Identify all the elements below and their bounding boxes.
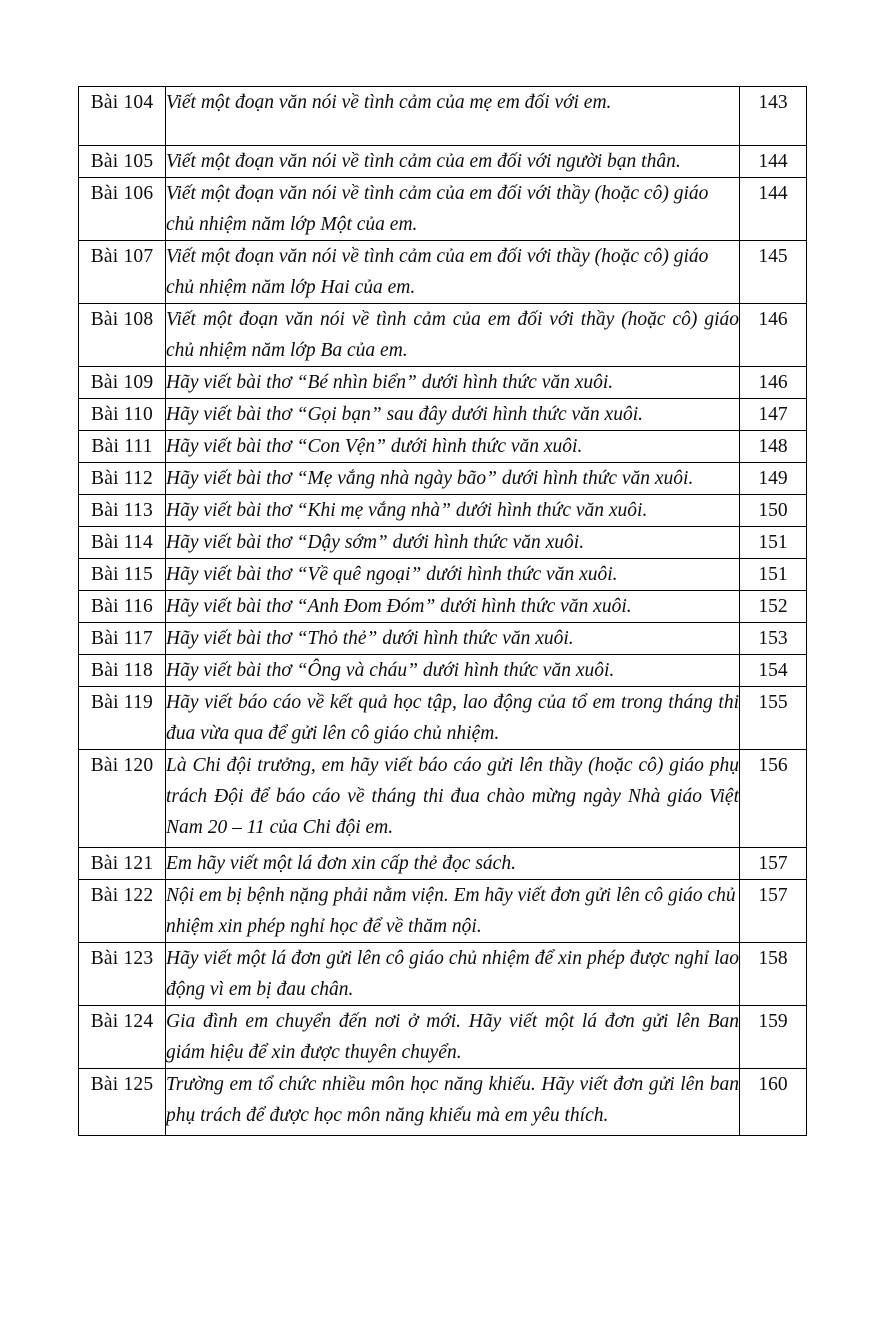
table-body: Bài 104 Viết một đoạn văn nói về tình cảm… — [78, 86, 807, 1136]
page-number-cell: 157 — [739, 879, 807, 943]
exercise-description-cell: Hãy viết bài thơ “Bé nhìn biển” dưới hìn… — [165, 366, 740, 399]
page-number-cell: 148 — [739, 430, 807, 463]
table-row: Bài 117 Hãy viết bài thơ “Thỏ thẻ” dưới h… — [78, 622, 807, 655]
table-row: Bài 116 Hãy viết bài thơ “Anh Đom Đóm” dư… — [78, 590, 807, 623]
exercise-description-cell: Hãy viết bài thơ “Dậy sớm” dưới hình thứ… — [165, 526, 740, 559]
table-row: Bài 125 Trường em tổ chức nhiều môn học n… — [78, 1068, 807, 1136]
page-number-cell: 156 — [739, 749, 807, 848]
page-number-cell: 154 — [739, 654, 807, 687]
exercise-description-cell: Viết một đoạn văn nói về tình cảm của em… — [165, 177, 740, 241]
exercise-description-cell: Là Chi đội trưởng, em hãy viết báo cáo g… — [165, 749, 740, 848]
table-row: Bài 104 Viết một đoạn văn nói về tình cảm… — [78, 86, 807, 146]
exercise-description-cell: Hãy viết bài thơ “Khi mẹ vắng nhà” dưới … — [165, 494, 740, 527]
page-number-cell: 145 — [739, 240, 807, 304]
table-row: Bài 122 Nội em bị bệnh nặng phải nằm viện… — [78, 879, 807, 943]
table-row: Bài 108 Viết một đoạn văn nói về tình cả… — [78, 303, 807, 367]
page-number-cell: 144 — [739, 177, 807, 241]
exercise-id-cell: Bài 120 — [78, 749, 166, 848]
table-row: Bài 109 Hãy viết bài thơ “Bé nhìn biển” d… — [78, 366, 807, 399]
table-row: Bài 119 Hãy viết báo cáo về kết quả học t… — [78, 686, 807, 750]
exercise-description-cell: Viết một đoạn văn nói về tình cảm của mẹ… — [165, 86, 740, 146]
page-number-cell: 152 — [739, 590, 807, 623]
exercise-id-cell: Bài 107 — [78, 240, 166, 304]
exercise-id-cell: Bài 121 — [78, 847, 166, 880]
table-row: Bài 124 Gia đình em chuyển đến nơi ở mới.… — [78, 1005, 807, 1069]
exercise-id-cell: Bài 124 — [78, 1005, 166, 1069]
exercise-id-cell: Bài 117 — [78, 622, 166, 655]
page-number-cell: 144 — [739, 145, 807, 178]
exercise-id-cell: Bài 108 — [78, 303, 166, 367]
exercise-id-cell: Bài 125 — [78, 1068, 166, 1136]
exercise-id-cell: Bài 110 — [78, 398, 166, 431]
page-number-cell: 149 — [739, 462, 807, 495]
exercise-description-cell: Hãy viết báo cáo về kết quả học tập, lao… — [165, 686, 740, 750]
page-number-cell: 151 — [739, 526, 807, 559]
exercise-description-cell: Hãy viết bài thơ “Gọi bạn” sau đây dưới … — [165, 398, 740, 431]
table-row: Bài 110 Hãy viết bài thơ “Gọi bạn” sau đâ… — [78, 398, 807, 431]
exercise-description-cell: Nội em bị bệnh nặng phải nằm viện. Em hã… — [165, 879, 740, 943]
table-row: Bài 111 Hãy viết bài thơ “Con Vện” dưới h… — [78, 430, 807, 463]
exercise-description-cell: Viết một đoạn văn nói về tình cảm của em… — [165, 303, 740, 367]
exercise-description-cell: Viết một đoạn văn nói về tình cảm của em… — [165, 145, 740, 178]
exercise-description-cell: Em hãy viết một lá đơn xin cấp thẻ đọc s… — [165, 847, 740, 880]
exercise-id-cell: Bài 109 — [78, 366, 166, 399]
page-number-cell: 160 — [739, 1068, 807, 1136]
table-row: Bài 106 Viết một đoạn văn nói về tình cảm… — [78, 177, 807, 241]
page-number-cell: 155 — [739, 686, 807, 750]
table-row: Bài 114 Hãy viết bài thơ “Dậy sớm” dưới h… — [78, 526, 807, 559]
exercise-id-cell: Bài 104 — [78, 86, 166, 146]
exercise-id-cell: Bài 118 — [78, 654, 166, 687]
exercise-id-cell: Bài 113 — [78, 494, 166, 527]
exercise-description-cell: Trường em tổ chức nhiều môn học năng khi… — [165, 1068, 740, 1136]
page-number-cell: 158 — [739, 942, 807, 1006]
table-row: Bài 121 Em hãy viết một lá đơn xin cấp th… — [78, 847, 807, 880]
exercise-id-cell: Bài 105 — [78, 145, 166, 178]
table-row: Bài 107 Viết một đoạn văn nói về tình cảm… — [78, 240, 807, 304]
page-number-cell: 143 — [739, 86, 807, 146]
table-row: Bài 120 Là Chi đội trưởng, em hãy viết bá… — [78, 749, 807, 848]
table-row: Bài 118 Hãy viết bài thơ “Ông và cháu” dư… — [78, 654, 807, 687]
exercise-description-cell: Hãy viết bài thơ “Về quê ngoại” dưới hìn… — [165, 558, 740, 591]
table-row: Bài 123 Hãy viết một lá đơn gửi lên cô gi… — [78, 942, 807, 1006]
exercise-description-cell: Hãy viết bài thơ “Con Vện” dưới hình thứ… — [165, 430, 740, 463]
exercise-id-cell: Bài 111 — [78, 430, 166, 463]
page-number-cell: 153 — [739, 622, 807, 655]
page-number-cell: 150 — [739, 494, 807, 527]
exercise-description-cell: Hãy viết bài thơ “Thỏ thẻ” dưới hình thứ… — [165, 622, 740, 655]
exercise-id-cell: Bài 112 — [78, 462, 166, 495]
table-row: Bài 113 Hãy viết bài thơ “Khi mẹ vắng nhà… — [78, 494, 807, 527]
exercise-id-cell: Bài 122 — [78, 879, 166, 943]
exercise-description-cell: Hãy viết bài thơ “Anh Đom Đóm” dưới hình… — [165, 590, 740, 623]
exercise-description-cell: Hãy viết bài thơ “Mẹ vắng nhà ngày bão” … — [165, 462, 740, 495]
table-row: Bài 105 Viết một đoạn văn nói về tình cảm… — [78, 145, 807, 178]
page-number-cell: 146 — [739, 366, 807, 399]
page-number-cell: 159 — [739, 1005, 807, 1069]
exercise-id-cell: Bài 106 — [78, 177, 166, 241]
exercise-id-cell: Bài 115 — [78, 558, 166, 591]
exercise-description-cell: Gia đình em chuyển đến nơi ở mới. Hãy vi… — [165, 1005, 740, 1069]
page-number-cell: 147 — [739, 398, 807, 431]
exercise-id-cell: Bài 119 — [78, 686, 166, 750]
table-row: Bài 115 Hãy viết bài thơ “Về quê ngoại” d… — [78, 558, 807, 591]
page-number-cell: 146 — [739, 303, 807, 367]
exercise-id-cell: Bài 116 — [78, 590, 166, 623]
exercise-id-cell: Bài 123 — [78, 942, 166, 1006]
page-number-cell: 151 — [739, 558, 807, 591]
exercise-description-cell: Viết một đoạn văn nói về tình cảm của em… — [165, 240, 740, 304]
table-row: Bài 112 Hãy viết bài thơ “Mẹ vắng nhà ngà… — [78, 462, 807, 495]
exercise-description-cell: Hãy viết một lá đơn gửi lên cô giáo chủ … — [165, 942, 740, 1006]
exercise-id-cell: Bài 114 — [78, 526, 166, 559]
table-of-contents: Bài 104 Viết một đoạn văn nói về tình cảm… — [78, 86, 807, 1136]
page-number-cell: 157 — [739, 847, 807, 880]
exercise-description-cell: Hãy viết bài thơ “Ông và cháu” dưới hình… — [165, 654, 740, 687]
